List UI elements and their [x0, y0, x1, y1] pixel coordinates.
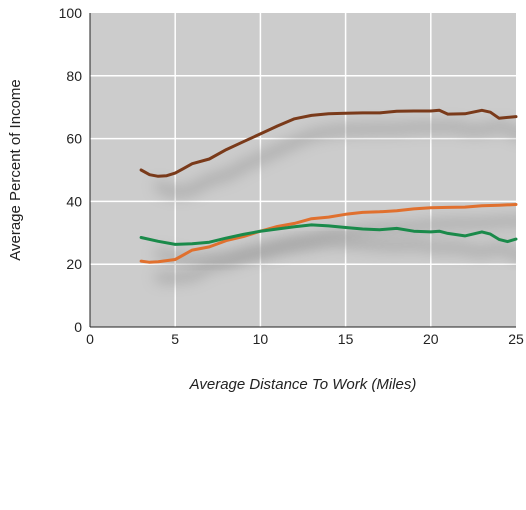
y-tick-labels: 0 20 40 60 80 100 — [59, 5, 83, 335]
series-shadow — [154, 121, 516, 197]
series-line — [139, 223, 518, 246]
x-tick-label: 0 — [86, 331, 94, 347]
series-shadow — [154, 216, 516, 283]
x-tick-label: 25 — [508, 331, 524, 347]
x-tick-label: 20 — [423, 331, 439, 347]
x-axis-label: Average Distance To Work (Miles) — [189, 376, 417, 393]
y-tick-label: 80 — [66, 68, 82, 84]
x-tick-labels: 0 5 10 15 20 25 — [86, 331, 524, 347]
x-tick-label: 10 — [253, 331, 269, 347]
series-shadows — [154, 121, 516, 283]
series-line — [139, 108, 518, 178]
y-tick-label: 100 — [59, 5, 83, 21]
series-shadow — [154, 236, 516, 265]
x-tick-label: 15 — [338, 331, 354, 347]
y-tick-label: 0 — [74, 319, 82, 335]
x-tick-label: 5 — [171, 331, 179, 347]
plot-area — [90, 13, 516, 327]
series-line — [139, 203, 518, 264]
y-tick-label: 40 — [66, 193, 82, 209]
y-tick-label: 20 — [66, 256, 82, 272]
y-axis-label: Average Percent of Income — [7, 79, 24, 261]
series-lines — [139, 108, 518, 264]
y-tick-label: 60 — [66, 131, 82, 147]
